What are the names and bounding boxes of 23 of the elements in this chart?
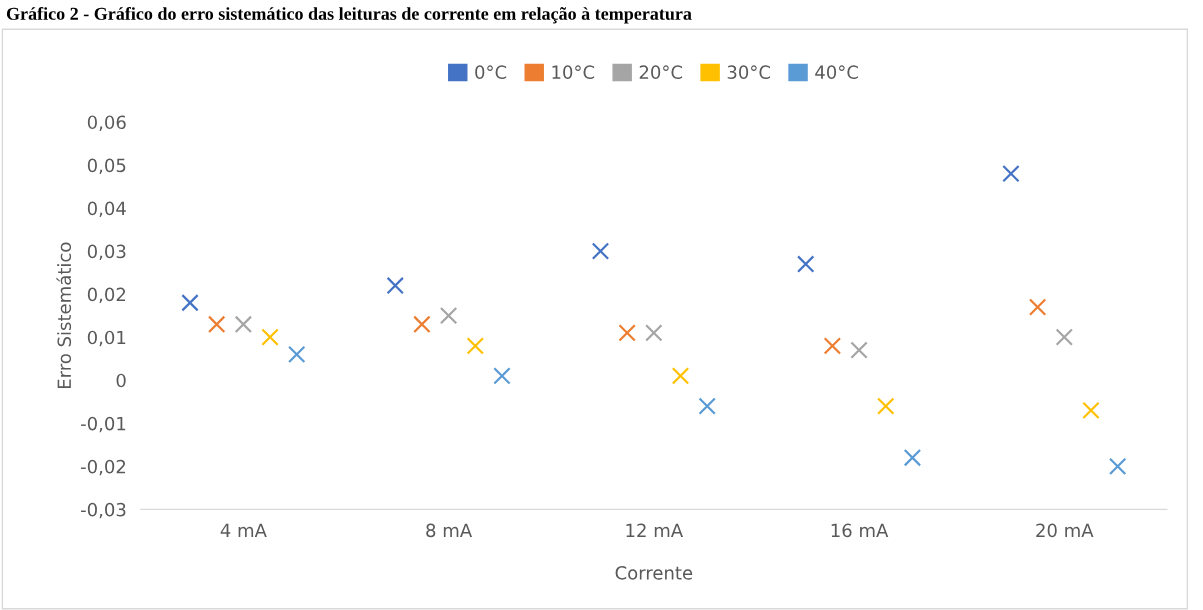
- y-tick-label: -0,03: [81, 502, 126, 519]
- chart-title: Gráfico 2 - Gráfico do erro sistemático das leituras de corrente em relação à temperatura: [6, 6, 692, 24]
- y-tick-label: 0: [116, 373, 126, 388]
- x-axis-title: Corrente: [615, 566, 693, 580]
- legend-label: 20°C: [639, 65, 683, 80]
- x-tick-label: 8 mA: [426, 523, 473, 538]
- y-tick-label: 0,03: [87, 244, 126, 261]
- y-tick-label: 0,06: [87, 115, 126, 131]
- x-tick-label: 12 mA: [626, 523, 684, 537]
- x-tick-label: 16 mA: [831, 523, 889, 538]
- y-tick-label: 0,01: [87, 330, 126, 347]
- x-tick-label: 20 mA: [1036, 523, 1094, 538]
- legend-label: 40°C: [815, 65, 858, 80]
- y-tick-label: -0,02: [81, 459, 126, 476]
- legend-label: 10°C: [552, 65, 595, 80]
- y-tick-label: -0,01: [81, 416, 126, 433]
- y-tick-label: 0,04: [87, 201, 126, 218]
- x-tick-label: 4 mA: [220, 523, 267, 537]
- y-tick-label: 0,05: [87, 158, 126, 174]
- legend-label: 30°C: [727, 65, 770, 80]
- y-axis-title: Erro Sistemático: [56, 242, 72, 388]
- legend-label: 0°C: [475, 65, 507, 80]
- y-tick-label: 0,02: [87, 287, 126, 304]
